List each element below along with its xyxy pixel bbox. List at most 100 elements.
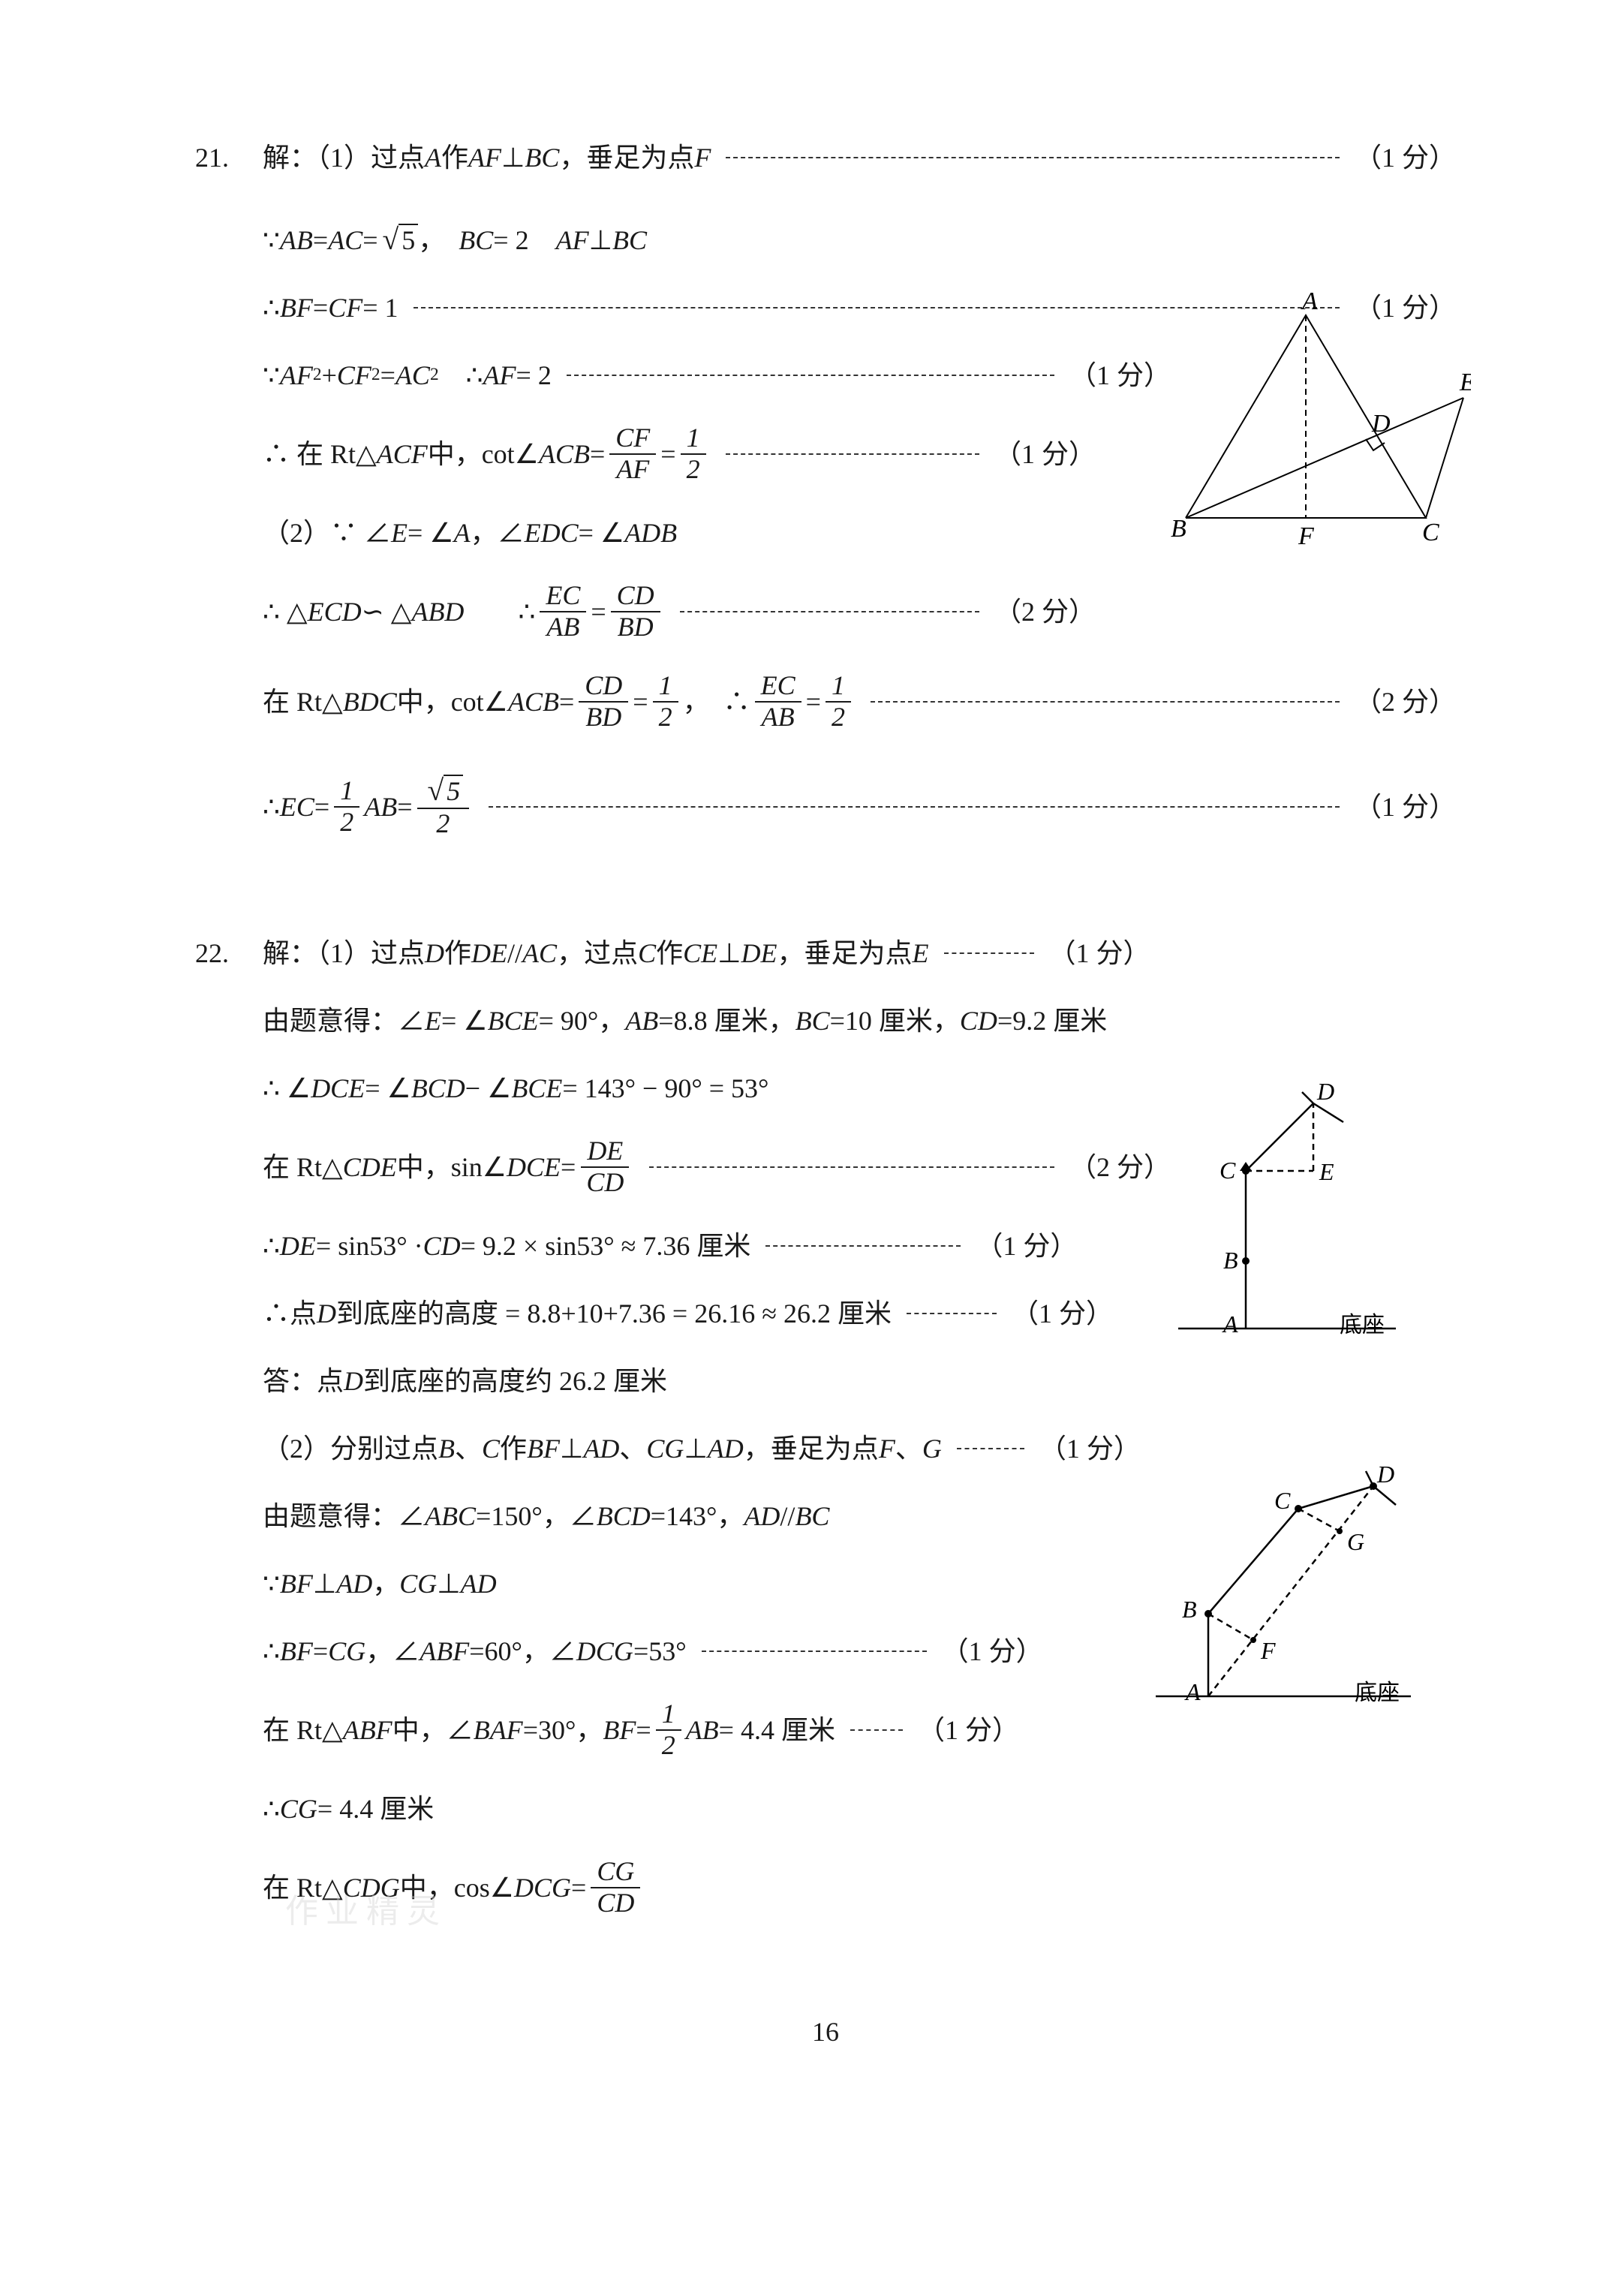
frac-den: 2 xyxy=(653,703,678,733)
frac-num: 1 xyxy=(656,1699,681,1731)
dash xyxy=(649,1166,1054,1168)
dash xyxy=(907,1313,997,1314)
frac-den: 2 xyxy=(826,703,851,733)
frac-den: AF xyxy=(610,455,655,485)
score: （1 分） xyxy=(1355,137,1456,178)
frac-num: CD xyxy=(611,581,660,612)
dash xyxy=(871,701,1340,703)
p22-l5-text: ∴ DE = sin53° · CD = 9.2 × sin53° ≈ 7.36… xyxy=(263,1226,750,1266)
p21-l4-text: ∵ AF2 + CF2 = AC2 ∴ AF = 2 xyxy=(263,355,552,396)
frac-num: 1 xyxy=(334,776,359,808)
p21-l8-text: 在 Rt△BDC 中，cot∠ACB = CDBD = 12 ， ∴ ECAB … xyxy=(263,671,856,732)
p22-l3-text: ∴ ∠DCE = ∠BCD − ∠BCE = 143° − 90° = 53° xyxy=(263,1068,768,1109)
label-A: A xyxy=(1184,1678,1201,1705)
p21-line-9: ∴ EC = 12 AB = 52 （1 分） xyxy=(195,773,1456,841)
dash xyxy=(702,1651,927,1652)
p22-line-7: 答：点 D 到底座的高度约 26.2 厘米 xyxy=(195,1359,1456,1404)
p22-line-13: ∴ CG = 4.4 厘米 xyxy=(195,1786,1456,1831)
score: （1 分） xyxy=(1012,1293,1113,1334)
label-C: C xyxy=(1274,1487,1291,1514)
p21-line-1: 21. 解：（1）过点 A 作 AF⊥BC，垂足为点 F （1 分） xyxy=(195,135,1456,180)
frac-num: 1 xyxy=(826,671,851,703)
frac-num: DE xyxy=(581,1136,629,1168)
p22-figure-1: A B C D E 底座 xyxy=(1156,1073,1411,1359)
label-D: D xyxy=(1376,1461,1394,1488)
frac-den: CD xyxy=(580,1168,630,1198)
score: （1 分） xyxy=(942,1631,1043,1672)
p21-l2-text: ∵ AB = AC = 5 ， BC = 2 AF⊥BC xyxy=(263,218,647,262)
score: （2 分） xyxy=(1355,682,1456,722)
dash xyxy=(680,611,979,612)
frac-den: 2 xyxy=(656,1731,681,1761)
dash xyxy=(726,453,979,455)
score: （1 分） xyxy=(994,434,1096,474)
frac-num: CD xyxy=(579,671,628,703)
frac-den: BD xyxy=(579,703,627,733)
p21-l9-text: ∴ EC = 12 AB = 52 xyxy=(263,775,474,838)
label-D: D xyxy=(1371,410,1391,438)
score: （1 分） xyxy=(918,1710,1019,1750)
p22-line-2: 由题意得：∠E = ∠BCE = 90°，AB=8.8 厘米，BC=10 厘米，… xyxy=(195,998,1456,1043)
dash xyxy=(957,1448,1024,1449)
p21-l7-text: ∴ △ECD ∽ △ABD ∴ ECAB = CDBD xyxy=(263,581,665,642)
frac-num: EC xyxy=(540,581,586,612)
problem-22: 22. 解：（1）过点 D 作 DE// AC，过点 C 作 CE⊥DE，垂足为… xyxy=(195,931,1456,1921)
score: （1 分） xyxy=(1049,933,1150,973)
frac-den: 2 xyxy=(334,808,359,838)
label-D: D xyxy=(1316,1078,1334,1105)
dash xyxy=(765,1245,961,1247)
p22-l7-text: 答：点 D 到底座的高度约 26.2 厘米 xyxy=(263,1361,667,1401)
label-B: B xyxy=(1171,515,1186,543)
score: （2 分） xyxy=(994,591,1096,632)
p22-l13-text: ∴ CG = 4.4 厘米 xyxy=(263,1789,434,1829)
frac-den: 2 xyxy=(681,455,706,485)
frac-den: AB xyxy=(756,703,801,733)
frac-num: 1 xyxy=(653,671,678,703)
p22-l1-text: 解：（1）过点 D 作 DE// AC，过点 C 作 CE⊥DE，垂足为点 E xyxy=(263,933,929,973)
frac-den: BD xyxy=(612,612,660,642)
p21-line-7: ∴ △ECD ∽ △ABD ∴ ECAB = CDBD （2 分） xyxy=(195,578,1456,645)
p22-l11-text: ∴ BF=CG，∠ABF=60°，∠DCG=53° xyxy=(263,1631,687,1672)
label-B: B xyxy=(1223,1247,1238,1274)
p22-line-1: 22. 解：（1）过点 D 作 DE// AC，过点 C 作 CE⊥DE，垂足为… xyxy=(195,931,1456,976)
dash xyxy=(726,157,1340,158)
label-C: C xyxy=(1220,1157,1236,1184)
p22-l4-text: 在 Rt△CDE 中，sin∠DCE = DECD xyxy=(263,1136,634,1197)
label-base: 底座 xyxy=(1340,1313,1385,1338)
label-E: E xyxy=(1459,369,1471,396)
score: （1 分） xyxy=(1039,1428,1141,1469)
p21-figure: A B C D E F xyxy=(1141,293,1471,548)
p21-line-8: 在 Rt△BDC 中，cot∠ACB = CDBD = 12 ， ∴ ECAB … xyxy=(195,668,1456,736)
p22-figure-2: A B C D F G 底座 xyxy=(1141,1456,1426,1726)
dash xyxy=(850,1729,903,1731)
q21-number: 21. xyxy=(195,137,263,178)
p22-l8-text: （2）分别过点 B、C 作 BF⊥AD、CG⊥AD，垂足为点 F、G xyxy=(263,1428,942,1469)
watermark: 作业精灵 xyxy=(285,1887,447,1936)
dash xyxy=(944,952,1034,954)
label-A: A xyxy=(1222,1310,1238,1338)
frac-num: 1 xyxy=(681,423,706,455)
frac-den: AB xyxy=(540,612,585,642)
label-F: F xyxy=(1260,1637,1276,1664)
label-G: G xyxy=(1347,1528,1364,1555)
label-E: E xyxy=(1319,1158,1334,1185)
p21-l6-text: （2）∵ ∠E = ∠A，∠EDC = ∠ADB xyxy=(263,513,677,553)
dash xyxy=(489,806,1340,808)
q22-number: 22. xyxy=(195,933,263,973)
p21-l3-text: ∴ BF = CF = 1 xyxy=(263,287,398,328)
p22-l2-text: 由题意得：∠E = ∠BCE = 90°，AB=8.8 厘米，BC=10 厘米，… xyxy=(263,1001,1107,1041)
frac-num: CG xyxy=(591,1857,640,1888)
dash xyxy=(567,375,1054,376)
p22-l10-text: ∵ BF⊥AD，CG⊥AD xyxy=(263,1563,497,1604)
p21-l5-text: ∴ 在 Rt△ACF 中，cot∠ACB = CFAF = 12 xyxy=(263,423,711,484)
label-C: C xyxy=(1422,519,1439,546)
problem-21: 21. 解：（1）过点 A 作 AF⊥BC，垂足为点 F （1 分） ∵ AB … xyxy=(195,135,1456,841)
label-base: 底座 xyxy=(1355,1681,1400,1705)
frac-num: CF xyxy=(609,423,656,455)
label-F: F xyxy=(1298,522,1315,548)
label-A: A xyxy=(1301,293,1318,315)
p22-l9-text: 由题意得：∠ABC=150°，∠BCD=143°，AD// BC xyxy=(263,1496,829,1536)
p21-line-2: ∵ AB = AC = 5 ， BC = 2 AF⊥BC xyxy=(195,218,1456,263)
score: （1 分） xyxy=(976,1226,1077,1266)
p22-l12-text: 在 Rt△ABF 中，∠BAF=30°，BF = 12 AB = 4.4 厘米 xyxy=(263,1699,835,1760)
